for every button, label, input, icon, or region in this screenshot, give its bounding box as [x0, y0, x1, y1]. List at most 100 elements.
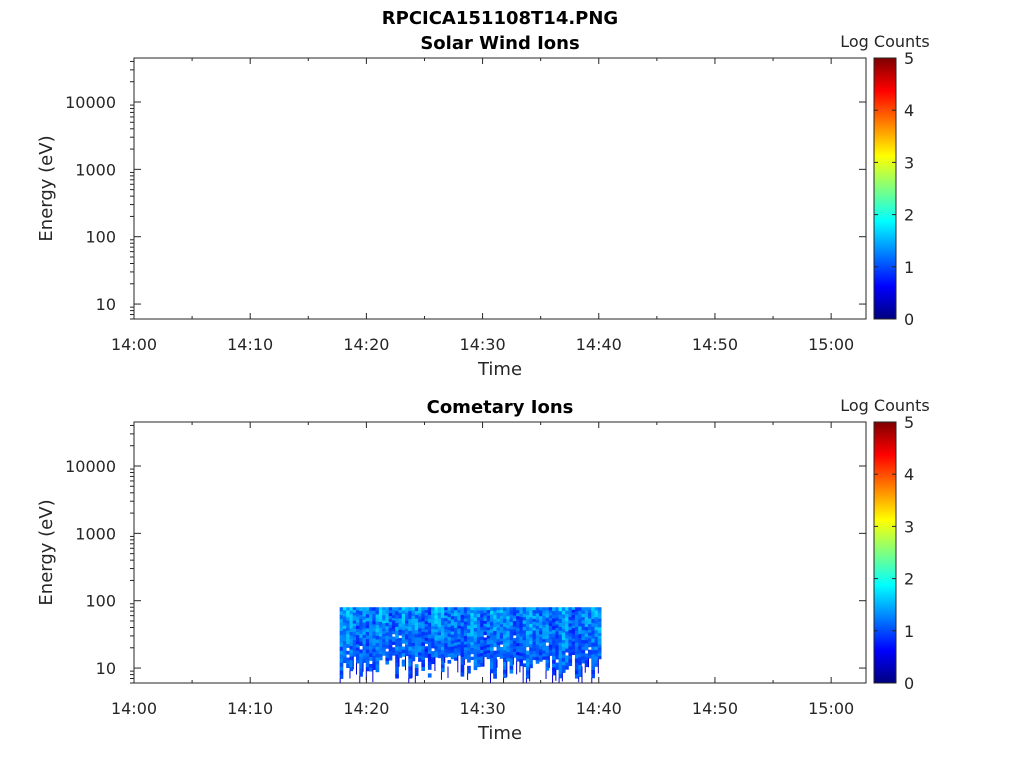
spectrogram-cell [594, 636, 599, 641]
spectrogram-cell [391, 641, 396, 645]
spectrogram-cell [346, 613, 350, 618]
spectrogram-cell [529, 640, 533, 645]
spectrogram-cell [499, 655, 504, 659]
spectrogram-cell [558, 622, 563, 628]
spectrogram-cell [352, 618, 357, 622]
spectrogram-cell [565, 641, 569, 646]
spectrogram-cell [352, 623, 357, 627]
spectrogram-cell [516, 631, 520, 635]
spectrogram-cell [480, 663, 484, 667]
spectrogram-cell [594, 663, 599, 667]
spectrogram-cell [382, 644, 386, 648]
spectrogram-cell [496, 615, 501, 620]
spectrogram-cell [437, 615, 442, 619]
spectrogram-cell [581, 626, 586, 631]
spectrogram-cell [548, 623, 553, 627]
spectrogram-cell [552, 652, 556, 657]
spectrogram-cell [424, 623, 429, 628]
spectrogram-cell [552, 663, 556, 668]
spectrogram-cell [493, 642, 497, 648]
spectrogram-cell [594, 659, 599, 664]
spectrogram-cell [574, 642, 579, 648]
spectrogram-cell [447, 623, 452, 628]
spectrogram-cell [597, 635, 602, 640]
spectrogram-cell [597, 655, 602, 660]
spectrogram-cell [457, 639, 461, 643]
spectrogram-cell [418, 631, 422, 635]
spectrogram-cell [385, 626, 390, 630]
spectrogram-cell [483, 626, 488, 630]
spectrogram-cell [411, 640, 416, 644]
spectrogram-cell [424, 649, 429, 653]
spectrogram-cell [388, 621, 393, 626]
spectrogram-cell [493, 611, 497, 616]
spectrogram-cell [434, 618, 439, 622]
spectrogram-cell [470, 621, 475, 626]
spectrogram-cell [385, 660, 390, 665]
spectrogram-cell [486, 615, 491, 620]
spectrogram-cell [489, 654, 494, 659]
spectrogram-cell [529, 650, 533, 655]
spectrogram-cell [418, 625, 422, 629]
spectrogram-cell [548, 644, 553, 648]
spectrogram-cell [440, 614, 445, 619]
spectrogram-cell [437, 643, 442, 647]
spectrogram-cell [552, 607, 556, 612]
spectrogram-cell [545, 631, 550, 636]
x-tick-label: 14:20 [343, 335, 389, 354]
spectrogram-cell [506, 622, 510, 626]
spectrogram-cell [450, 625, 455, 629]
spectrogram-cell [594, 610, 599, 615]
spectrogram-cell [535, 607, 540, 611]
spectrogram-cell [356, 635, 360, 639]
spectrogram-cell [369, 653, 373, 658]
spectrogram-cell [382, 615, 386, 619]
spectrogram-cell [388, 651, 393, 655]
spectrogram-cell [499, 612, 504, 617]
spectrogram-cell [349, 617, 354, 622]
spectrogram-cell [372, 659, 377, 664]
spectrogram-cell [339, 670, 344, 675]
spectrogram-cell [424, 651, 429, 656]
spectrogram-cell [512, 623, 517, 628]
spectrogram-cell [499, 641, 504, 645]
spectrogram-cell [382, 641, 386, 646]
spectrogram-cell [460, 637, 465, 643]
spectrogram-streak [581, 666, 583, 683]
spectrogram-cell [591, 611, 595, 616]
spectrogram-cell [365, 607, 370, 612]
spectrogram-cell [571, 623, 576, 627]
spectrogram-cell [529, 661, 533, 665]
spectrogram-cell [568, 655, 573, 660]
spectrogram-cell [460, 630, 465, 635]
spectrogram-cell [352, 634, 357, 638]
spectrogram-cell [375, 610, 380, 615]
spectrogram-cell [411, 610, 416, 614]
spectrogram-cell [391, 636, 396, 640]
spectrogram-cell [591, 662, 595, 667]
spectrogram-cell [561, 625, 566, 630]
spectrogram-cell [463, 630, 468, 634]
spectrogram-cell [349, 642, 354, 647]
spectrogram-cell [346, 624, 350, 628]
spectrogram-cell [532, 610, 537, 614]
spectrogram-cell [382, 625, 386, 630]
spectrogram-cell [349, 631, 354, 636]
spectrogram-cell [378, 656, 383, 661]
spectrogram-cell [339, 642, 344, 648]
spectrogram-cell [522, 630, 527, 635]
spectrogram-cell [414, 648, 419, 654]
spectrogram-cell [408, 623, 412, 628]
spectrogram-cell [437, 632, 442, 636]
spectrogram-cell [454, 622, 458, 626]
spectrogram-cell [352, 620, 357, 624]
spectrogram-cell [499, 627, 504, 631]
spectrogram-cell [519, 636, 524, 641]
spectrogram-cell [391, 639, 396, 643]
spectrogram-cell [548, 628, 553, 632]
spectrogram-cell [506, 655, 510, 659]
spectrogram-cell [457, 644, 461, 648]
spectrogram-cell [565, 631, 569, 636]
spectrogram-cell [516, 655, 520, 659]
spectrogram-cell [342, 659, 347, 664]
